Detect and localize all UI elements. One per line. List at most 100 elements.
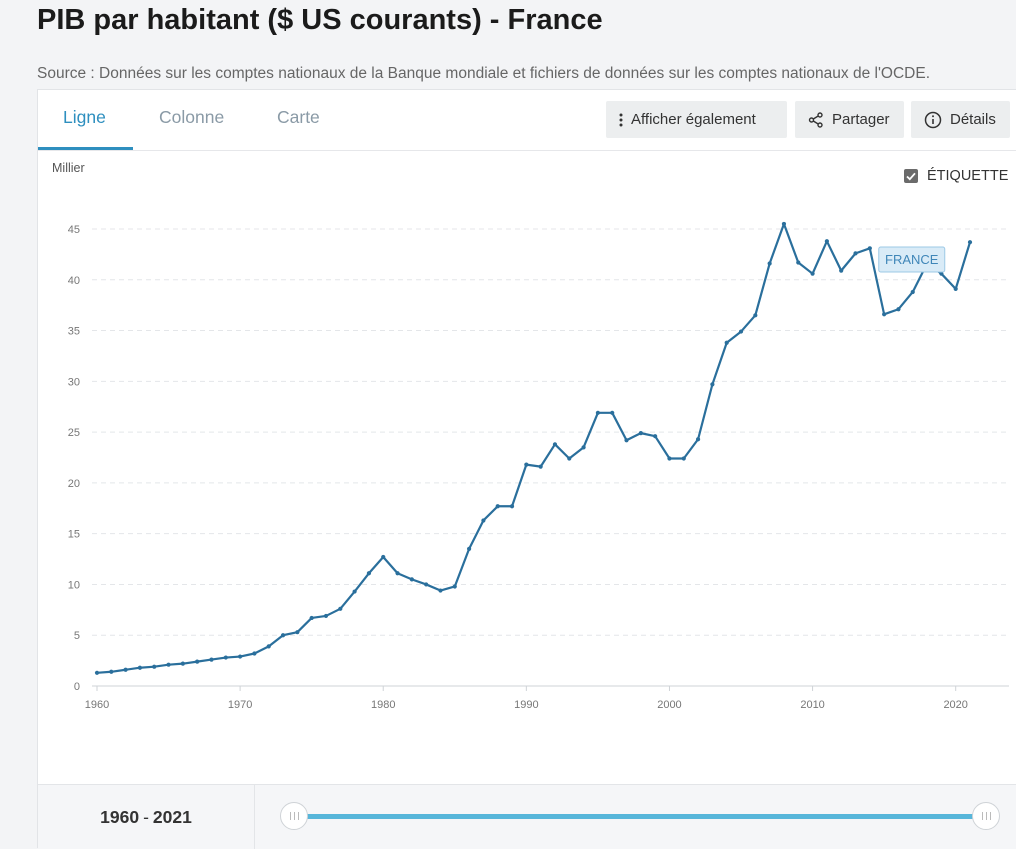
tab-column[interactable]: Colonne (159, 107, 225, 127)
source-note: Source : Données sur les comptes nationa… (37, 65, 930, 82)
data-point (109, 669, 114, 674)
y-tick-label: 15 (68, 529, 80, 541)
data-point (195, 659, 200, 664)
label-toggle[interactable]: ÉTIQUETTE (904, 168, 1008, 184)
data-point (424, 582, 429, 587)
data-point (796, 260, 801, 265)
y-tick-label: 30 (68, 376, 80, 388)
data-point (853, 251, 858, 256)
data-point (781, 221, 787, 227)
tab-line[interactable]: Ligne (63, 107, 106, 127)
tab-bar: Ligne Colonne Carte Afficher également P… (38, 90, 1016, 151)
active-tab-indicator (38, 147, 133, 150)
range-footer: 1960 - 2021 (38, 784, 1016, 849)
details-button[interactable]: Détails (911, 101, 1010, 138)
data-point (438, 588, 443, 593)
data-point (538, 464, 543, 469)
share-icon (808, 111, 823, 128)
label-toggle-text: ÉTIQUETTE (927, 168, 1009, 184)
data-point (695, 437, 701, 442)
data-point (280, 633, 286, 638)
data-point (94, 670, 100, 675)
data-point (252, 651, 257, 656)
y-tick-label: 10 (68, 579, 80, 591)
series-line (96, 222, 972, 674)
year-range-label: 1960 - 2021 (38, 785, 255, 849)
data-point (839, 268, 844, 273)
data-point (123, 667, 128, 672)
data-point (266, 644, 271, 649)
x-tick-label: 1980 (371, 699, 395, 711)
data-point (552, 442, 558, 447)
y-tick-label: 40 (68, 275, 80, 287)
data-point (223, 655, 228, 660)
data-point (610, 410, 615, 415)
data-point (967, 240, 973, 245)
data-point (495, 504, 500, 509)
range-slider-track[interactable] (294, 814, 986, 819)
range-end: 2021 (152, 806, 192, 827)
share-button[interactable]: Partager (795, 101, 904, 138)
page-title: PIB par habitant ($ US courants) - Franc… (37, 4, 603, 36)
x-tick-label: 1990 (514, 699, 538, 711)
data-point (581, 445, 586, 450)
range-separator: - (143, 806, 149, 827)
data-point (939, 271, 944, 276)
series-label: FRANCE (885, 252, 939, 267)
x-tick-label: 2020 (943, 699, 967, 711)
data-point (595, 410, 601, 415)
y-tick-label: 5 (74, 630, 80, 642)
line-chart: 0 5 10 15 20 25 30 35 40 45 1960 1970 1980 1990 2000 20… (68, 221, 1009, 711)
tab-map[interactable]: Carte (277, 107, 320, 127)
data-point (753, 313, 758, 318)
data-point (452, 584, 457, 589)
data-point (910, 289, 915, 295)
data-point (953, 286, 958, 292)
y-tick-label: 0 (74, 681, 80, 693)
data-point (466, 546, 472, 551)
data-point (882, 312, 887, 317)
range-end-handle[interactable] (972, 802, 1000, 830)
data-point (724, 340, 729, 345)
more-vertical-icon (619, 113, 623, 126)
data-point (209, 657, 214, 662)
data-point (152, 664, 157, 669)
data-point (481, 518, 486, 523)
check-icon (906, 172, 916, 181)
x-tick-label: 2010 (800, 699, 824, 711)
show-also-button[interactable]: Afficher également (606, 101, 787, 138)
data-point (624, 438, 629, 443)
data-point (767, 261, 772, 266)
data-point (524, 462, 529, 467)
data-point (567, 456, 572, 461)
range-start-handle[interactable] (280, 802, 308, 830)
range-start: 1960 (100, 806, 140, 827)
data-point (681, 456, 686, 461)
data-point (867, 246, 872, 251)
x-tick-label: 1960 (85, 699, 109, 711)
label-checkbox[interactable] (904, 169, 918, 183)
data-point (738, 329, 744, 334)
y-tick-label: 35 (68, 326, 80, 338)
y-unit-label: Millier (52, 161, 85, 175)
data-point (295, 630, 300, 635)
data-point (653, 434, 658, 439)
data-point (824, 239, 829, 244)
data-point (710, 382, 715, 387)
data-point (638, 431, 643, 436)
data-point (366, 571, 372, 576)
data-point (395, 571, 400, 576)
data-point (509, 504, 515, 509)
grip-icon (981, 812, 991, 820)
data-point (180, 661, 185, 666)
data-point (810, 271, 815, 276)
details-label: Détails (950, 111, 996, 128)
show-also-label: Afficher également (631, 111, 756, 128)
series-label-box (878, 246, 946, 273)
data-point (667, 456, 672, 461)
y-tick-label: 25 (68, 427, 80, 439)
data-point (166, 662, 171, 667)
data-point (381, 554, 386, 560)
x-tick-label: 1970 (228, 699, 252, 711)
info-icon (924, 111, 942, 128)
